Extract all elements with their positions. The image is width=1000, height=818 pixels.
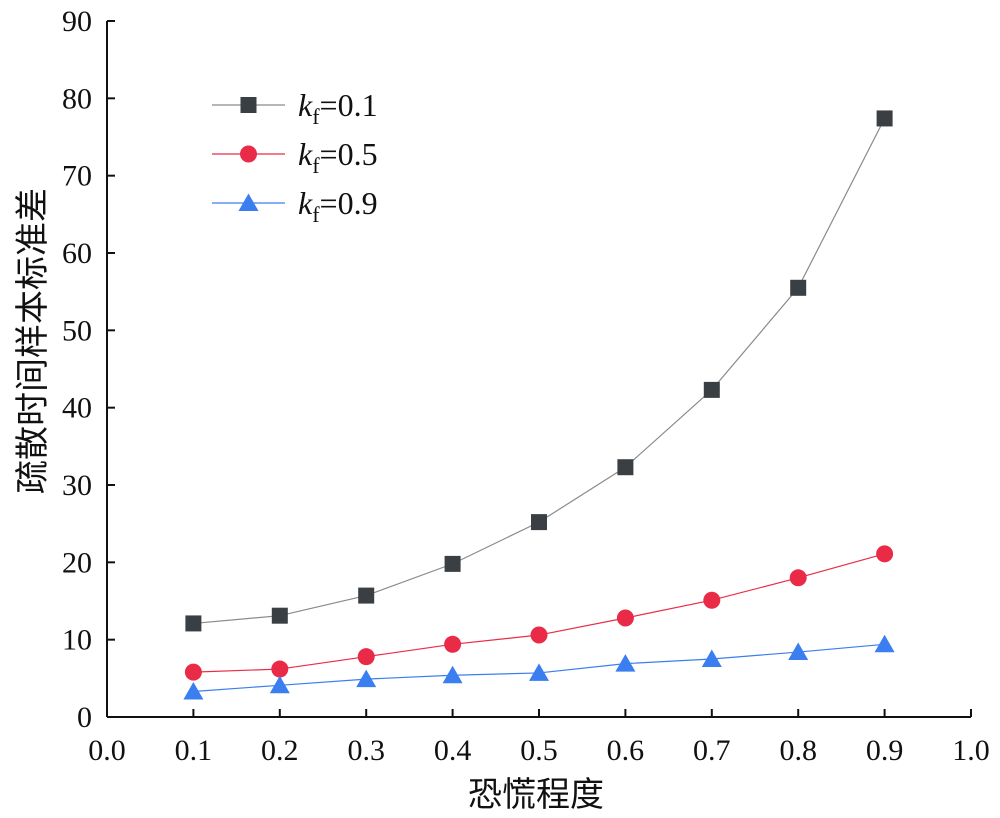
y-tick-label: 0 [77,701,92,734]
data-point [790,279,807,296]
legend-label: kf=0.5 [298,136,378,178]
data-point [183,681,204,700]
legend: kf=0.1 kf=0.5 kf=0.9 [212,87,378,227]
data-point [788,642,809,661]
data-point [703,591,721,609]
data-point [184,663,202,681]
data-point [531,514,547,531]
y-tick-label: 50 [62,314,92,347]
y-tick-label: 40 [62,392,92,425]
data-point [269,675,290,694]
series-1 [185,110,893,632]
data-point [701,649,722,667]
data-point [444,555,461,572]
axes: 0.0 0.1 0.2 0.3 0.4 0.5 0.6 0.7 0.8 0.9 1.0 0 10 20 30… [62,5,990,767]
data-point [356,669,377,688]
data-point [876,545,894,563]
x-tick-label: 0.9 [866,734,904,767]
y-tick-label: 80 [62,82,92,115]
y-tick-label: 70 [62,160,92,193]
x-tick-label: 0.5 [520,734,558,767]
data-point [358,587,375,604]
series-line [193,553,885,673]
x-tick-label: 0.4 [434,734,472,767]
x-tick-label: 0.6 [607,734,645,767]
y-tick-label: 20 [62,546,92,579]
series-layer [183,110,895,700]
y-tick-label: 90 [62,5,92,38]
legend-marker [240,97,257,113]
data-point [185,615,202,632]
data-point [874,634,895,653]
x-tick-label: 0.3 [347,734,385,767]
y-axis-title: 疏散时间样本标准差 [13,188,53,494]
data-point [271,660,289,678]
data-point [703,381,720,398]
legend-label: kf=0.9 [298,185,378,227]
x-tick-label: 0.2 [261,734,299,767]
x-tick-label: 1.0 [952,734,990,767]
series-3 [183,634,895,700]
x-tick-label: 0.1 [175,734,213,767]
data-point [616,609,634,627]
x-axis-title: 恐慌程度 [468,775,604,815]
legend-marker [238,193,259,211]
x-tick-label: 0.8 [779,734,817,767]
legend-label: kf=0.1 [298,87,378,129]
y-tick-label: 10 [62,624,92,657]
data-point [529,663,549,681]
data-point [444,635,462,653]
data-point [615,654,636,672]
data-point [271,607,288,624]
y-tick-label: 30 [62,469,92,502]
data-point [789,569,807,587]
legend-marker [240,145,257,163]
series-2 [184,545,894,681]
data-point [530,626,548,644]
x-tick-label: 0.0 [88,734,126,767]
data-point [617,459,634,476]
data-point [357,648,375,666]
data-point [442,665,463,684]
data-point [876,110,893,127]
x-tick-label: 0.7 [693,734,731,767]
y-tick-label: 60 [62,237,92,270]
